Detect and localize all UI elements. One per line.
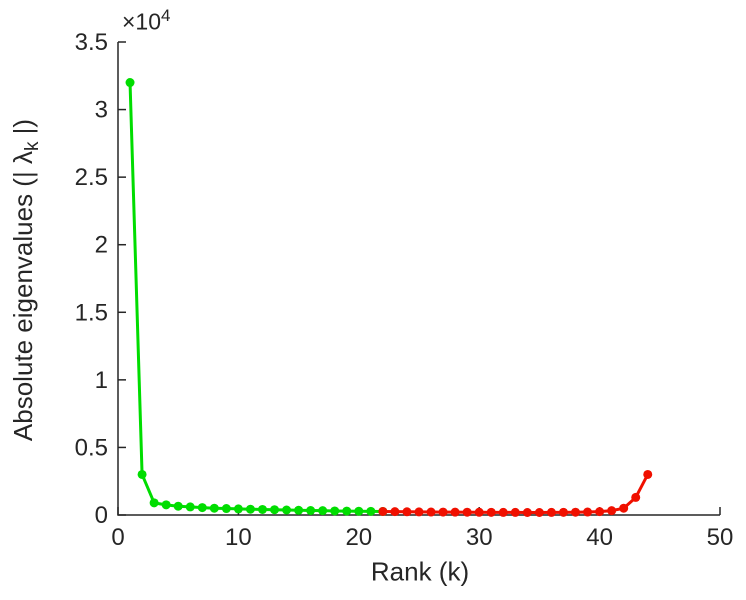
trailing-eigenvalues-red-marker <box>414 507 424 517</box>
trailing-eigenvalues-red-marker <box>571 507 581 517</box>
trailing-eigenvalues-red-marker <box>390 507 400 517</box>
leading-eigenvalues-green-marker <box>257 504 267 514</box>
trailing-eigenvalues-red-marker <box>619 503 629 513</box>
leading-eigenvalues-green-marker <box>233 504 243 514</box>
y-axis-label-close: |) <box>7 118 38 142</box>
exponent-base: ×10 <box>122 8 162 35</box>
leading-eigenvalues-green-marker <box>197 503 207 513</box>
leading-eigenvalues-green-marker <box>221 504 231 514</box>
lambda-symbol: λ <box>7 151 38 165</box>
x-tick-label: 0 <box>111 524 124 551</box>
trailing-eigenvalues-red-marker <box>474 507 484 517</box>
y-tick-label: 0.5 <box>75 434 108 461</box>
leading-eigenvalues-green-marker <box>149 498 159 508</box>
leading-eigenvalues-green-marker <box>354 506 364 516</box>
trailing-eigenvalues-red-marker <box>607 506 617 516</box>
y-tick-label: 1 <box>95 367 108 394</box>
leading-eigenvalues-green-marker <box>173 501 183 511</box>
trailing-eigenvalues-red-line <box>381 472 650 514</box>
x-tick-label: 50 <box>707 524 734 551</box>
trailing-eigenvalues-red-marker <box>378 506 388 516</box>
x-tick-label: 20 <box>345 524 372 551</box>
leading-eigenvalues-green-marker <box>185 502 195 512</box>
trailing-eigenvalues-red-marker <box>534 507 544 517</box>
leading-eigenvalues-green-marker <box>330 506 340 516</box>
leading-eigenvalues-green-marker <box>366 506 376 516</box>
trailing-eigenvalues-red-marker <box>631 492 641 502</box>
y-axis-label: Absolute eigenvalues (| λk |) <box>8 119 44 441</box>
y-tick-label: 0 <box>95 502 108 529</box>
trailing-eigenvalues-red-marker <box>510 507 520 517</box>
x-axis-label: Rank (k) <box>370 556 470 587</box>
leading-eigenvalues-green-marker <box>125 78 135 88</box>
y-axis-exponent-label: ×104 <box>122 6 170 36</box>
trailing-eigenvalues-red-marker <box>546 507 556 517</box>
leading-eigenvalues-green-marker <box>306 506 316 516</box>
exponent-value: 4 <box>161 6 171 25</box>
trailing-eigenvalues-red-marker <box>462 507 472 517</box>
trailing-eigenvalues-red-marker <box>498 507 508 517</box>
y-tick-label: 2.5 <box>75 164 108 191</box>
lambda-subscript: k <box>22 141 44 152</box>
trailing-eigenvalues-red-marker <box>595 507 605 517</box>
trailing-eigenvalues-red-marker <box>402 507 412 517</box>
trailing-eigenvalues-red-marker <box>486 507 496 517</box>
leading-eigenvalues-green-marker <box>161 500 171 510</box>
y-axis-label-text: Absolute eigenvalues (| <box>7 164 38 442</box>
trailing-eigenvalues-red-marker <box>450 507 460 517</box>
trailing-eigenvalues-red-marker <box>643 469 653 479</box>
leading-eigenvalues-green-marker <box>294 505 304 515</box>
leading-eigenvalues-green-line <box>128 81 385 513</box>
trailing-eigenvalues-red-marker <box>426 507 436 517</box>
x-tick-label: 10 <box>225 524 252 551</box>
leading-eigenvalues-green-marker <box>245 504 255 514</box>
leading-eigenvalues-green-marker <box>209 503 219 513</box>
axes-spines <box>117 42 720 516</box>
trailing-eigenvalues-red-marker <box>438 507 448 517</box>
y-tick-label: 3 <box>95 97 108 124</box>
y-tick-label: 1.5 <box>75 299 108 326</box>
leading-eigenvalues-green-marker <box>282 505 292 515</box>
x-tick-label: 40 <box>586 524 613 551</box>
y-tick-label: 2 <box>95 232 108 259</box>
leading-eigenvalues-green-marker <box>270 505 280 515</box>
trailing-eigenvalues-red-marker <box>522 507 532 517</box>
trailing-eigenvalues-red-marker <box>583 507 593 517</box>
y-tick-label: 3.5 <box>75 29 108 56</box>
leading-eigenvalues-green-marker <box>342 506 352 516</box>
leading-eigenvalues-green-marker <box>137 469 147 479</box>
leading-eigenvalues-green-marker <box>318 506 328 516</box>
trailing-eigenvalues-red-marker <box>558 507 568 517</box>
x-tick-label: 30 <box>466 524 493 551</box>
